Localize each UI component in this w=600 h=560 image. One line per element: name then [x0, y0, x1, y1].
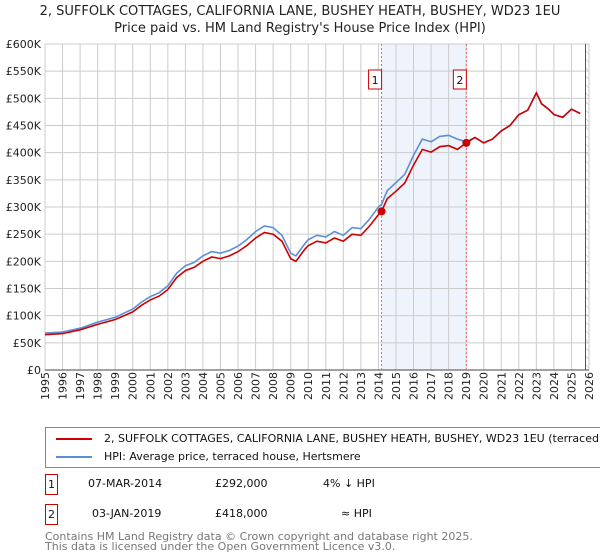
x-tick-label: 2014 [372, 372, 385, 400]
transaction-hpi-relation: 4% ↓ HPI [323, 477, 375, 490]
legend-label-hpi: HPI: Average price, terraced house, Hert… [104, 450, 361, 463]
legend-item-property: 2, SUFFOLK COTTAGES, CALIFORNIA LANE, BU… [56, 432, 600, 445]
y-tick-label: £550K [6, 65, 42, 78]
transaction-price: £292,000 [215, 477, 268, 490]
x-tick-label: 2016 [408, 372, 421, 400]
transaction-badge: 1 [45, 474, 58, 495]
sale-label-box [452, 69, 467, 90]
x-tick-label: 2019 [460, 372, 473, 400]
sale-point [377, 207, 386, 216]
x-tick-label: 2021 [495, 372, 508, 400]
transaction-price: £418,000 [215, 507, 268, 520]
y-tick-label: £0 [27, 364, 41, 377]
x-tick-label: 2009 [285, 372, 298, 400]
y-tick-label: £450K [6, 120, 42, 133]
legend: 2, SUFFOLK COTTAGES, CALIFORNIA LANE, BU… [45, 427, 600, 468]
sale-label: 2 [456, 74, 463, 87]
transaction-date: 07-MAR-2014 [88, 477, 163, 490]
x-tick-label: 1996 [57, 372, 70, 400]
y-tick-label: £250K [6, 228, 42, 241]
x-tick-label: 2001 [144, 372, 157, 400]
x-tick-label: 1997 [74, 372, 87, 400]
x-tick-label: 2012 [337, 372, 350, 400]
transaction-row: 2 03-JAN-2019 £418,000 ≈ HPI [45, 504, 545, 526]
hpi-line [44, 91, 581, 334]
x-tick-label: 2024 [548, 372, 561, 400]
x-tick-label: 2006 [232, 372, 245, 400]
transaction-row: 1 07-MAR-2014 £292,000 4% ↓ HPI [45, 474, 545, 496]
chart-subtitle: Price paid vs. HM Land Registry's House … [114, 21, 486, 36]
x-tick-label: 2004 [197, 372, 210, 400]
x-tick-label: 2023 [530, 372, 543, 400]
sale-label: 1 [372, 74, 379, 87]
x-tick-label: 2007 [250, 372, 263, 400]
transaction-hpi-relation: ≈ HPI [341, 507, 372, 520]
x-tick-label: 2011 [320, 372, 333, 400]
price-chart: 1995 1996 1997 1998 1999 2000 2001 2002 2003 2004… [6, 38, 596, 400]
x-tick-label: 2008 [267, 372, 280, 400]
y-tick-label: £400K [6, 147, 42, 160]
x-tick-label: 2017 [425, 372, 438, 400]
x-tick-label: 2003 [179, 372, 192, 400]
transaction-date: 03-JAN-2019 [92, 507, 162, 520]
y-tick-label: £600K [6, 38, 42, 51]
hpi-line-swatch [56, 456, 92, 458]
y-tick-label: £350K [6, 174, 42, 187]
x-tick-label: 1998 [92, 372, 105, 400]
x-tick-label: 2026 [583, 372, 596, 400]
x-tick-label: 2013 [355, 372, 368, 400]
y-tick-label: £300K [6, 201, 42, 214]
y-tick-label: £200K [6, 255, 42, 268]
footer-licence: This data is licensed under the Open Gov… [45, 540, 396, 553]
x-tick-label: 2010 [302, 372, 315, 400]
x-tick-label: 2020 [478, 372, 491, 400]
y-tick-label: £100K [6, 310, 42, 323]
property-line-swatch [56, 438, 92, 440]
x-tick-label: 2005 [214, 372, 227, 400]
transaction-badge: 2 [45, 504, 58, 525]
x-tick-label: 2002 [162, 372, 175, 400]
x-tick-label: 2025 [565, 372, 578, 400]
x-tick-label: 2015 [390, 372, 403, 400]
y-tick-label: £50K [13, 337, 42, 350]
sale-label-box [368, 69, 383, 90]
sale-point [462, 138, 471, 147]
x-tick-label: 1999 [109, 372, 122, 400]
x-tick-label: 2000 [127, 372, 140, 400]
footer-copyright: Contains HM Land Registry data © Crown c… [45, 530, 473, 543]
y-tick-label: £150K [6, 283, 42, 296]
x-tick-label: 1995 [39, 372, 52, 400]
chart-title: 2, SUFFOLK COTTAGES, CALIFORNIA LANE, BU… [39, 4, 561, 19]
y-tick-label: £500K [6, 92, 42, 105]
x-tick-label: 2018 [443, 372, 456, 400]
x-tick-label: 2022 [513, 372, 526, 400]
property-price-line [44, 91, 581, 336]
legend-label-property: 2, SUFFOLK COTTAGES, CALIFORNIA LANE, BU… [104, 432, 600, 445]
legend-item-hpi: HPI: Average price, terraced house, Hert… [56, 450, 361, 463]
